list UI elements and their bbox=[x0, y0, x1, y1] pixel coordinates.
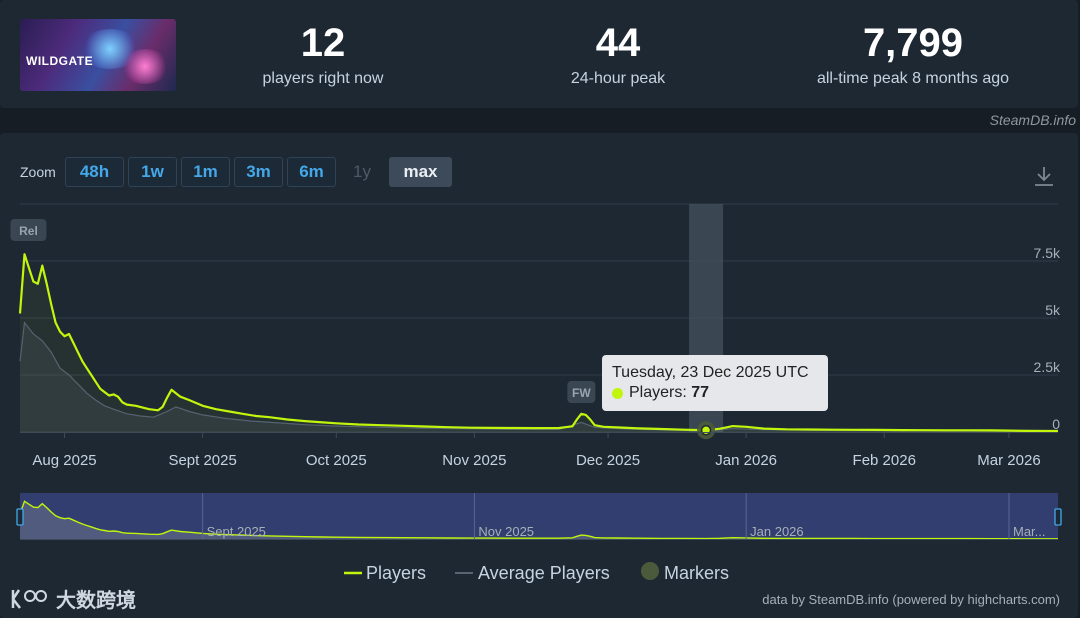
legend-item-markers[interactable]: Markers bbox=[664, 563, 729, 584]
chart-series bbox=[18, 253, 1059, 440]
zoom-3m-button[interactable]: 3m bbox=[234, 157, 283, 187]
x-tick-label: Dec 2025 bbox=[576, 452, 640, 469]
tooltip-series-label: Players: bbox=[629, 384, 687, 401]
tooltip-point bbox=[700, 424, 712, 436]
download-icon[interactable] bbox=[1032, 164, 1056, 188]
legend-item-average-players[interactable]: Average Players bbox=[478, 563, 610, 584]
marker-label: FW bbox=[572, 386, 591, 400]
stat-all-time-peak: 7,799 all-time peak 8 months ago bbox=[793, 20, 1033, 88]
average-area bbox=[20, 322, 1058, 432]
players-line bbox=[18, 253, 1058, 433]
zoom-1w-button[interactable]: 1w bbox=[128, 157, 177, 187]
stat-value: 7,799 bbox=[862, 21, 964, 65]
x-tick-label: Sept 2025 bbox=[168, 452, 236, 469]
steamdb-watermark: SteamDB.info bbox=[989, 112, 1076, 128]
tooltip-value: 77 bbox=[691, 384, 710, 401]
zoom-max-button[interactable]: max bbox=[389, 157, 452, 187]
navigator-tick-label: Jan 2026 bbox=[750, 524, 804, 539]
x-tick-label: Mar 2026 bbox=[977, 452, 1040, 469]
y-tick-label: 0 bbox=[1052, 416, 1060, 432]
navigator-left-handle bbox=[16, 508, 24, 526]
players-area bbox=[20, 254, 1058, 432]
chart-tooltip: Tuesday, 23 Dec 2025 UTC Players: 77 bbox=[602, 355, 828, 411]
y-tick-label: 5k bbox=[1045, 302, 1061, 318]
navigator-tick-label: Nov 2025 bbox=[478, 524, 534, 539]
stat-players-now: 12 players right now bbox=[203, 20, 443, 88]
brand-logo-text: 大数跨境 bbox=[56, 590, 136, 612]
x-tick-label: Feb 2026 bbox=[853, 452, 916, 469]
marker-badge bbox=[567, 381, 596, 403]
corner-brand: 大数跨境 bbox=[10, 584, 136, 613]
tooltip-series-dot bbox=[612, 387, 623, 399]
zoom-1m-button[interactable]: 1m bbox=[181, 157, 230, 187]
legend-label: Markers bbox=[664, 563, 730, 583]
stat-label: 24-hour peak bbox=[570, 70, 666, 87]
navigator-mask bbox=[20, 493, 1058, 539]
legend-symbols bbox=[344, 562, 659, 580]
chart-credits[interactable]: data by SteamDB.info (powered by highcha… bbox=[762, 592, 1060, 607]
zoom-6m-button[interactable]: 6m bbox=[287, 157, 336, 187]
stat-value: 12 bbox=[300, 21, 346, 65]
zoom-label: Zoom bbox=[20, 164, 56, 180]
marker-label: Rel bbox=[19, 224, 38, 238]
navigator-tick-label: Sept 2025 bbox=[207, 524, 266, 539]
x-tick-label: Oct 2025 bbox=[306, 452, 367, 469]
y-tick-label: 7.5k bbox=[1034, 245, 1061, 261]
x-tick-label: Nov 2025 bbox=[442, 452, 506, 469]
stats-header: WILDGATE 12 players right now 44 24-hour… bbox=[0, 0, 1078, 108]
stat-label: players right now bbox=[262, 70, 384, 87]
capsule-art-pink bbox=[120, 49, 170, 84]
tooltip-title: Tuesday, 23 Dec 2025 UTC bbox=[612, 364, 809, 381]
y-tick-label: 2.5k bbox=[1034, 359, 1061, 375]
marker-badge bbox=[10, 219, 47, 241]
x-tick-label: Jan 2026 bbox=[715, 452, 777, 469]
stat-24h-peak: 44 24-hour peak bbox=[498, 20, 738, 88]
stat-label: all-time peak 8 months ago bbox=[816, 70, 1010, 87]
navigator-line bbox=[19, 500, 1058, 540]
zoom-48h-button[interactable]: 48h bbox=[65, 157, 124, 187]
zoom-1y-button: 1y bbox=[353, 162, 371, 181]
navigator-area bbox=[20, 501, 1058, 539]
navigator-right-handle bbox=[1054, 508, 1062, 526]
navigator[interactable]: Sept 2025 Nov 2025 Jan 2026 Mar... bbox=[16, 493, 1062, 540]
game-logo-text: WILDGATE bbox=[26, 54, 94, 68]
chart-axes: 0 2.5k 5k 7.5k Aug 2025 Sept 2025 Oct 2025 Nov … bbox=[20, 245, 1061, 469]
legend-label: Average Players bbox=[478, 563, 610, 583]
chart-markers: Rel FW bbox=[10, 219, 596, 403]
tooltip-row: Players: 77 bbox=[612, 383, 818, 403]
legend-label: Players bbox=[366, 563, 427, 583]
x-tick-label: Aug 2025 bbox=[32, 452, 96, 469]
navigator-tick-label: Mar... bbox=[1013, 524, 1046, 539]
game-capsule-image[interactable]: WILDGATE bbox=[20, 19, 176, 91]
brand-logo-icon bbox=[11, 588, 47, 609]
stat-value: 44 bbox=[595, 21, 641, 65]
legend-item-players[interactable]: Players bbox=[366, 563, 426, 584]
legend-markers-symbol bbox=[641, 562, 659, 580]
